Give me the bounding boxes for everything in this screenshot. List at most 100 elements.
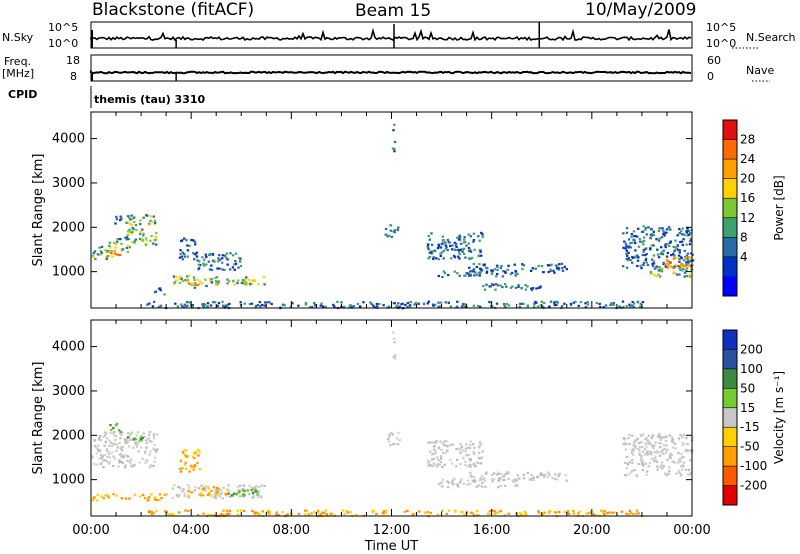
scatter-pixel [543,511,546,514]
scatter-pixel [673,271,676,274]
scatter-pixel [96,253,100,256]
scatter-pixel [667,227,670,230]
scatter-pixel [165,511,168,514]
scatter-pixel [657,451,660,454]
scatter-pixel [226,488,229,491]
scatter-pixel [226,303,229,306]
scatter-pixel [489,285,492,288]
search-bottom-tick: 10^0 [706,37,737,50]
scatter-pixel [451,478,455,481]
scatter-pixel [504,473,507,476]
scatter-pixel [371,304,375,307]
scatter-pixel [638,453,641,456]
scatter-pixel [143,497,147,500]
scatter-pixel [638,448,641,451]
scatter-pixel [167,513,170,516]
scatter-pixel [183,494,186,497]
scatter-pixel [676,452,680,455]
scatter-pixel [501,275,505,278]
scatter-pixel [441,275,444,279]
scatter-pixel [493,510,496,513]
scatter-pixel [141,436,144,440]
scatter-pixel [118,459,121,462]
scatter-pixel [455,242,458,245]
scatter-pixel [457,250,461,253]
scatter-pixel [104,440,107,443]
scatter-pixel [653,444,656,447]
scatter-pixel [670,453,673,457]
scatter-pixel [238,260,242,263]
scatter-pixel [427,300,430,303]
scatter-pixel [490,272,494,275]
scatter-pixel [191,239,195,242]
scatter-pixel [120,433,123,436]
scatter-pixel [105,255,108,258]
scatter-pixel [193,489,196,492]
scatter-pixel [176,305,180,308]
scatter-pixel [522,473,525,476]
scatter-pixel [248,484,251,487]
scatter-pixel [253,279,257,282]
scatter-pixel [228,302,231,305]
scatter-pixel [653,274,656,277]
scatter-pixel [634,242,637,245]
scatter-pixel [524,512,528,515]
scatter-pixel [252,495,255,498]
scatter-pixel [160,497,163,500]
scatter-pixel [186,301,189,304]
scatter-pixel [682,259,686,262]
scatter-pixel [690,239,693,242]
scatter-pixel [119,430,122,433]
scatter-pixel [145,214,148,217]
scatter-pixel [221,254,224,257]
scatter-pixel [119,238,122,241]
scatter-pixel [112,431,115,434]
scatter-pixel [238,495,241,498]
scatter-pixel [642,248,646,252]
scatter-pixel [434,451,437,454]
scatter-pixel [186,278,190,282]
scatter-pixel [632,453,635,456]
scatter-pixel [395,304,399,307]
scatter-pixel [163,510,167,513]
scatter-pixel [143,450,147,453]
scatter-pixel [387,234,391,237]
scatter-pixel [632,230,636,233]
scatter-pixel [259,305,262,308]
scatter-pixel [188,244,191,247]
scatter-pixel [499,484,502,487]
scatter-pixel [654,451,657,454]
scatter-pixel [156,448,159,451]
scatter-pixel [255,511,259,514]
scatter-pixel [391,433,394,436]
scatter-pixel [411,513,414,516]
scatter-pixel [675,273,679,276]
sky-top-tick: 10^5 [48,21,79,34]
scatter-pixel [533,302,536,305]
scatter-pixel [125,236,129,239]
scatter-pixel [613,511,616,514]
scatter-pixel [433,452,436,455]
scatter-pixel [111,255,114,258]
scatter-pixel [110,250,113,253]
scatter-pixel [666,262,669,265]
scatter-pixel [472,451,475,454]
scatter-pixel [431,250,434,253]
scatter-pixel [640,456,643,459]
velocity-colorbar-segment [723,485,737,506]
scatter-pixel [480,254,483,257]
scatter-pixel [154,451,158,454]
scatter-pixel [108,456,112,459]
scatter-pixel [473,452,476,455]
scatter-pixel [224,305,228,308]
scatter-pixel [122,453,126,456]
scatter-pixel [139,439,142,442]
scatter-pixel [268,510,271,513]
scatter-pixel [636,300,640,303]
scatter-pixel [153,437,156,440]
scatter-pixel [477,235,480,238]
scatter-pixel [676,248,680,251]
scatter-pixel [439,252,442,255]
scatter-pixel [671,460,674,463]
